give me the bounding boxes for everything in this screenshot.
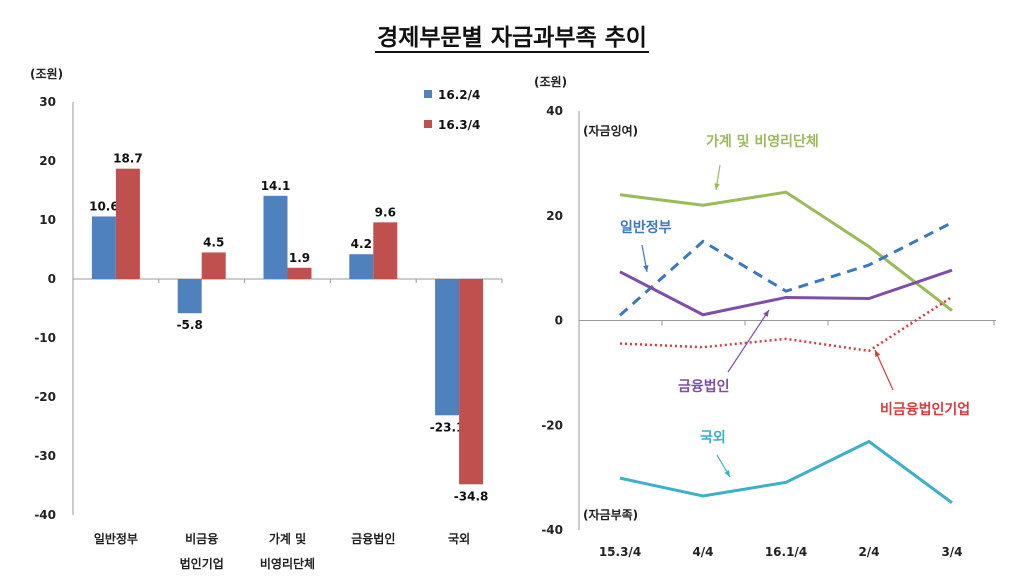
line-y-tick-label: 40 [546,104,563,118]
bar-category-label: 비금융 [185,531,218,546]
line-x-tick-label: 16.1/4 [765,545,807,559]
deficit-annotation: (자금부족) [583,507,638,522]
line-y-tick-label: 20 [546,209,563,223]
bar-data-label: 18.7 [113,152,143,166]
title-text: 경제부문별 자금과부족 추이 [375,25,649,53]
legend-swatch [424,120,432,128]
series-line [619,190,953,312]
series-line [619,268,953,317]
arrowhead-icon [724,470,730,477]
series-label: 일반정부 [620,219,672,236]
bar [263,195,288,279]
series-line [619,295,953,353]
legend-swatch [424,90,432,98]
bar-data-label: -5.8 [177,318,203,332]
bar-y-tick-label: 10 [39,213,56,227]
line-y-tick-label: -40 [541,523,563,537]
bar-y-tick-label: 30 [39,95,56,109]
line-x-tick-label: 15.3/4 [599,545,641,559]
bar-data-label: -34.8 [454,489,489,503]
bar [91,216,116,279]
bar-data-label: 9.6 [375,205,396,219]
bar-y-tick-label: -30 [34,449,56,463]
series-label: 국외 [700,429,726,446]
line-y-unit-label: (조원) [534,75,567,89]
arrowhead-icon [643,265,649,272]
bar [435,279,460,416]
bar-category-label: 국외 [448,531,470,546]
series-label: 금융법인 [678,378,730,395]
series-arrow [727,309,770,373]
bar-data-label: 4.2 [351,237,372,251]
line-y-tick-label: -20 [541,418,563,432]
bar-category-label: 법인기업 [180,556,224,571]
arrowhead-icon [763,310,769,317]
bar [349,254,374,279]
series-line [619,439,953,504]
bar-data-label: 1.9 [289,251,310,265]
bar-data-label: 10.6 [89,199,119,213]
bar-y-tick-label: 20 [39,154,56,168]
bar [115,168,140,279]
series-label: 비금융법인기업 [880,401,970,418]
arrowhead-icon [714,183,720,190]
bar [459,279,484,485]
bar-category-label: 금융법인 [351,531,395,546]
bar [287,267,312,279]
series-line [619,221,953,317]
bar-data-label: 4.5 [203,235,224,249]
line-y-tick-label: 0 [555,314,563,328]
bar [177,279,202,314]
surplus-annotation: (자금잉여) [583,123,638,138]
line-x-tick-label: 2/4 [858,545,879,559]
bar-y-tick-label: 0 [48,272,56,286]
bar [373,222,398,279]
legend-label: 16.3/4 [438,118,480,132]
legend-label: 16.2/4 [438,88,480,102]
series-arrow [874,349,894,391]
bar-data-label: -23.1 [430,420,465,434]
page-title: 경제부문별 자금과부족 추이 [0,18,1024,53]
bar-y-tick-label: -20 [34,390,56,404]
bar-y-tick-label: -10 [34,331,56,345]
line-x-tick-label: 4/4 [692,545,713,559]
bar-category-label: 비영리단체 [260,556,315,571]
bar-y-unit-label: (조원) [30,67,63,81]
line-x-tick-label: 3/4 [941,545,962,559]
bar [201,252,226,279]
bar-category-label: 가계 및 [269,531,306,546]
bar-y-tick-label: -40 [34,508,56,522]
bar-data-label: 14.1 [261,179,291,193]
series-label: 가계 및 비영리단체 [706,133,819,150]
arrowhead-icon [875,350,881,357]
bar-category-label: 일반정부 [94,531,138,546]
